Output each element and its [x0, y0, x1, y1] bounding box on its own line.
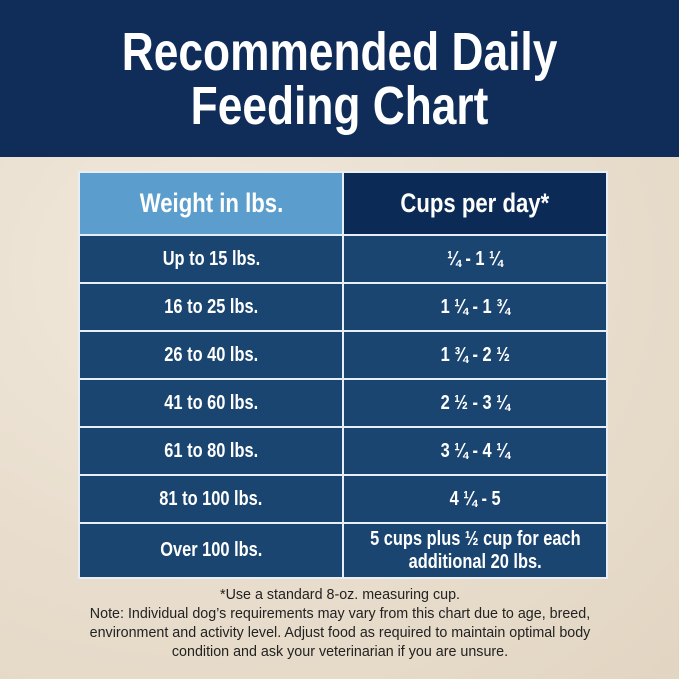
cups-cell: 1 ¼ - 1 ¾: [344, 284, 606, 330]
footnotes: *Use a standard 8-oz. measuring cup. Not…: [40, 586, 640, 662]
table-row: Up to 15 lbs. ¼ - 1 ¼: [80, 234, 606, 282]
weight-cell: 41 to 60 lbs.: [80, 380, 344, 426]
table-row: 26 to 40 lbs. 1 ¾ - 2 ½: [80, 330, 606, 378]
cups-cell: 4 ¼ - 5: [344, 476, 606, 522]
note-line: environment and activity level. Adjust f…: [89, 625, 591, 641]
table-row: Over 100 lbs. 5 cups plus ½ cup for each…: [80, 522, 606, 577]
weight-cell: 81 to 100 lbs.: [80, 476, 344, 522]
table-row: 41 to 60 lbs. 2 ½ - 3 ¼: [80, 378, 606, 426]
note-line: condition and ask your veterinarian if y…: [171, 644, 509, 660]
footnote-measuring-cup: *Use a standard 8-oz. measuring cup.: [220, 587, 460, 603]
weight-cell: 16 to 25 lbs.: [80, 284, 344, 330]
cups-cell: 5 cups plus ½ cup for each additional 20…: [344, 524, 606, 577]
weight-cell: 61 to 80 lbs.: [80, 428, 344, 474]
title-banner: Recommended Daily Feeding Chart: [0, 0, 679, 157]
table-row: 61 to 80 lbs. 3 ¼ - 4 ¼: [80, 426, 606, 474]
title-line-1: Recommended Daily: [121, 21, 558, 82]
table-row: 81 to 100 lbs. 4 ¼ - 5: [80, 474, 606, 522]
weight-cell: Over 100 lbs.: [80, 524, 344, 577]
table-row: 16 to 25 lbs. 1 ¼ - 1 ¾: [80, 282, 606, 330]
table-header-row: Weight in lbs. Cups per day*: [80, 173, 606, 234]
cups-cell: 1 ¾ - 2 ½: [344, 332, 606, 378]
cups-cell: 3 ¼ - 4 ¼: [344, 428, 606, 474]
feeding-table: Weight in lbs. Cups per day* Up to 15 lb…: [78, 171, 608, 579]
weight-cell: 26 to 40 lbs.: [80, 332, 344, 378]
header-cups: Cups per day*: [344, 173, 606, 234]
header-weight: Weight in lbs.: [80, 173, 344, 234]
cups-cell: ¼ - 1 ¼: [344, 236, 606, 282]
weight-cell: Up to 15 lbs.: [80, 236, 344, 282]
note-line: Note: Individual dog’s requirements may …: [89, 606, 591, 622]
title-line-2: Feeding Chart: [190, 75, 489, 136]
cups-cell: 2 ½ - 3 ¼: [344, 380, 606, 426]
